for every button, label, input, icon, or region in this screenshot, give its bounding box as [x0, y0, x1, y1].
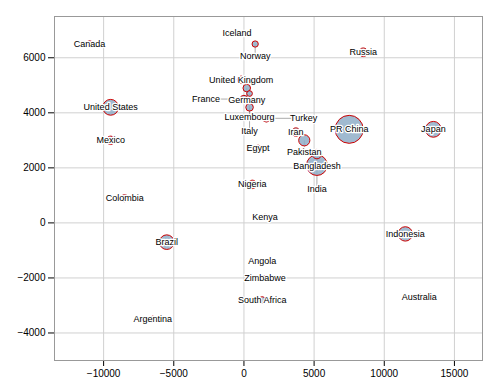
svg-text:Canada: Canada	[74, 39, 106, 49]
svg-text:Brazil: Brazil	[156, 237, 179, 247]
svg-text:6000: 6000	[23, 52, 46, 63]
svg-text:0: 0	[241, 368, 247, 379]
svg-text:Zimbabwe: Zimbabwe	[244, 273, 286, 283]
svg-text:Nigeria: Nigeria	[238, 179, 267, 189]
svg-text:United States: United States	[84, 102, 139, 112]
svg-text:−2000: −2000	[17, 272, 46, 283]
svg-text:Norway: Norway	[240, 51, 271, 61]
svg-text:0: 0	[40, 217, 46, 228]
svg-text:−10000: −10000	[87, 368, 121, 379]
svg-text:Germany: Germany	[228, 95, 266, 105]
svg-text:Iceland: Iceland	[222, 28, 251, 38]
svg-text:Bangladesh: Bangladesh	[293, 161, 341, 171]
svg-text:France: France	[192, 94, 220, 104]
svg-text:Angola: Angola	[248, 256, 276, 266]
svg-text:Mexico: Mexico	[96, 135, 125, 145]
svg-text:Argentina: Argentina	[133, 314, 172, 324]
svg-text:−5000: −5000	[160, 368, 189, 379]
svg-text:4000: 4000	[23, 107, 46, 118]
svg-text:Pakistan: Pakistan	[287, 147, 322, 157]
svg-text:Indonesia: Indonesia	[386, 229, 425, 239]
svg-text:Australia: Australia	[402, 292, 437, 302]
svg-text:Colombia: Colombia	[106, 193, 144, 203]
svg-text:Egypt: Egypt	[246, 143, 270, 153]
svg-text:United Kingdom: United Kingdom	[209, 75, 273, 85]
svg-text:India: India	[307, 184, 327, 194]
svg-text:−4000: −4000	[17, 327, 46, 338]
svg-text:5000: 5000	[303, 368, 326, 379]
svg-text:Luxembourg: Luxembourg	[225, 112, 275, 122]
svg-text:Turkey: Turkey	[290, 113, 318, 123]
svg-text:Italy: Italy	[241, 126, 258, 136]
svg-text:Japan: Japan	[421, 124, 446, 134]
svg-text:10000: 10000	[370, 368, 398, 379]
svg-text:Iran: Iran	[288, 127, 304, 137]
svg-text:15000: 15000	[441, 368, 469, 379]
svg-text:South Africa: South Africa	[238, 295, 287, 305]
svg-text:2000: 2000	[23, 162, 46, 173]
svg-text:Russia: Russia	[349, 47, 377, 57]
svg-text:Kenya: Kenya	[252, 212, 278, 222]
svg-text:PR China: PR China	[330, 124, 369, 134]
